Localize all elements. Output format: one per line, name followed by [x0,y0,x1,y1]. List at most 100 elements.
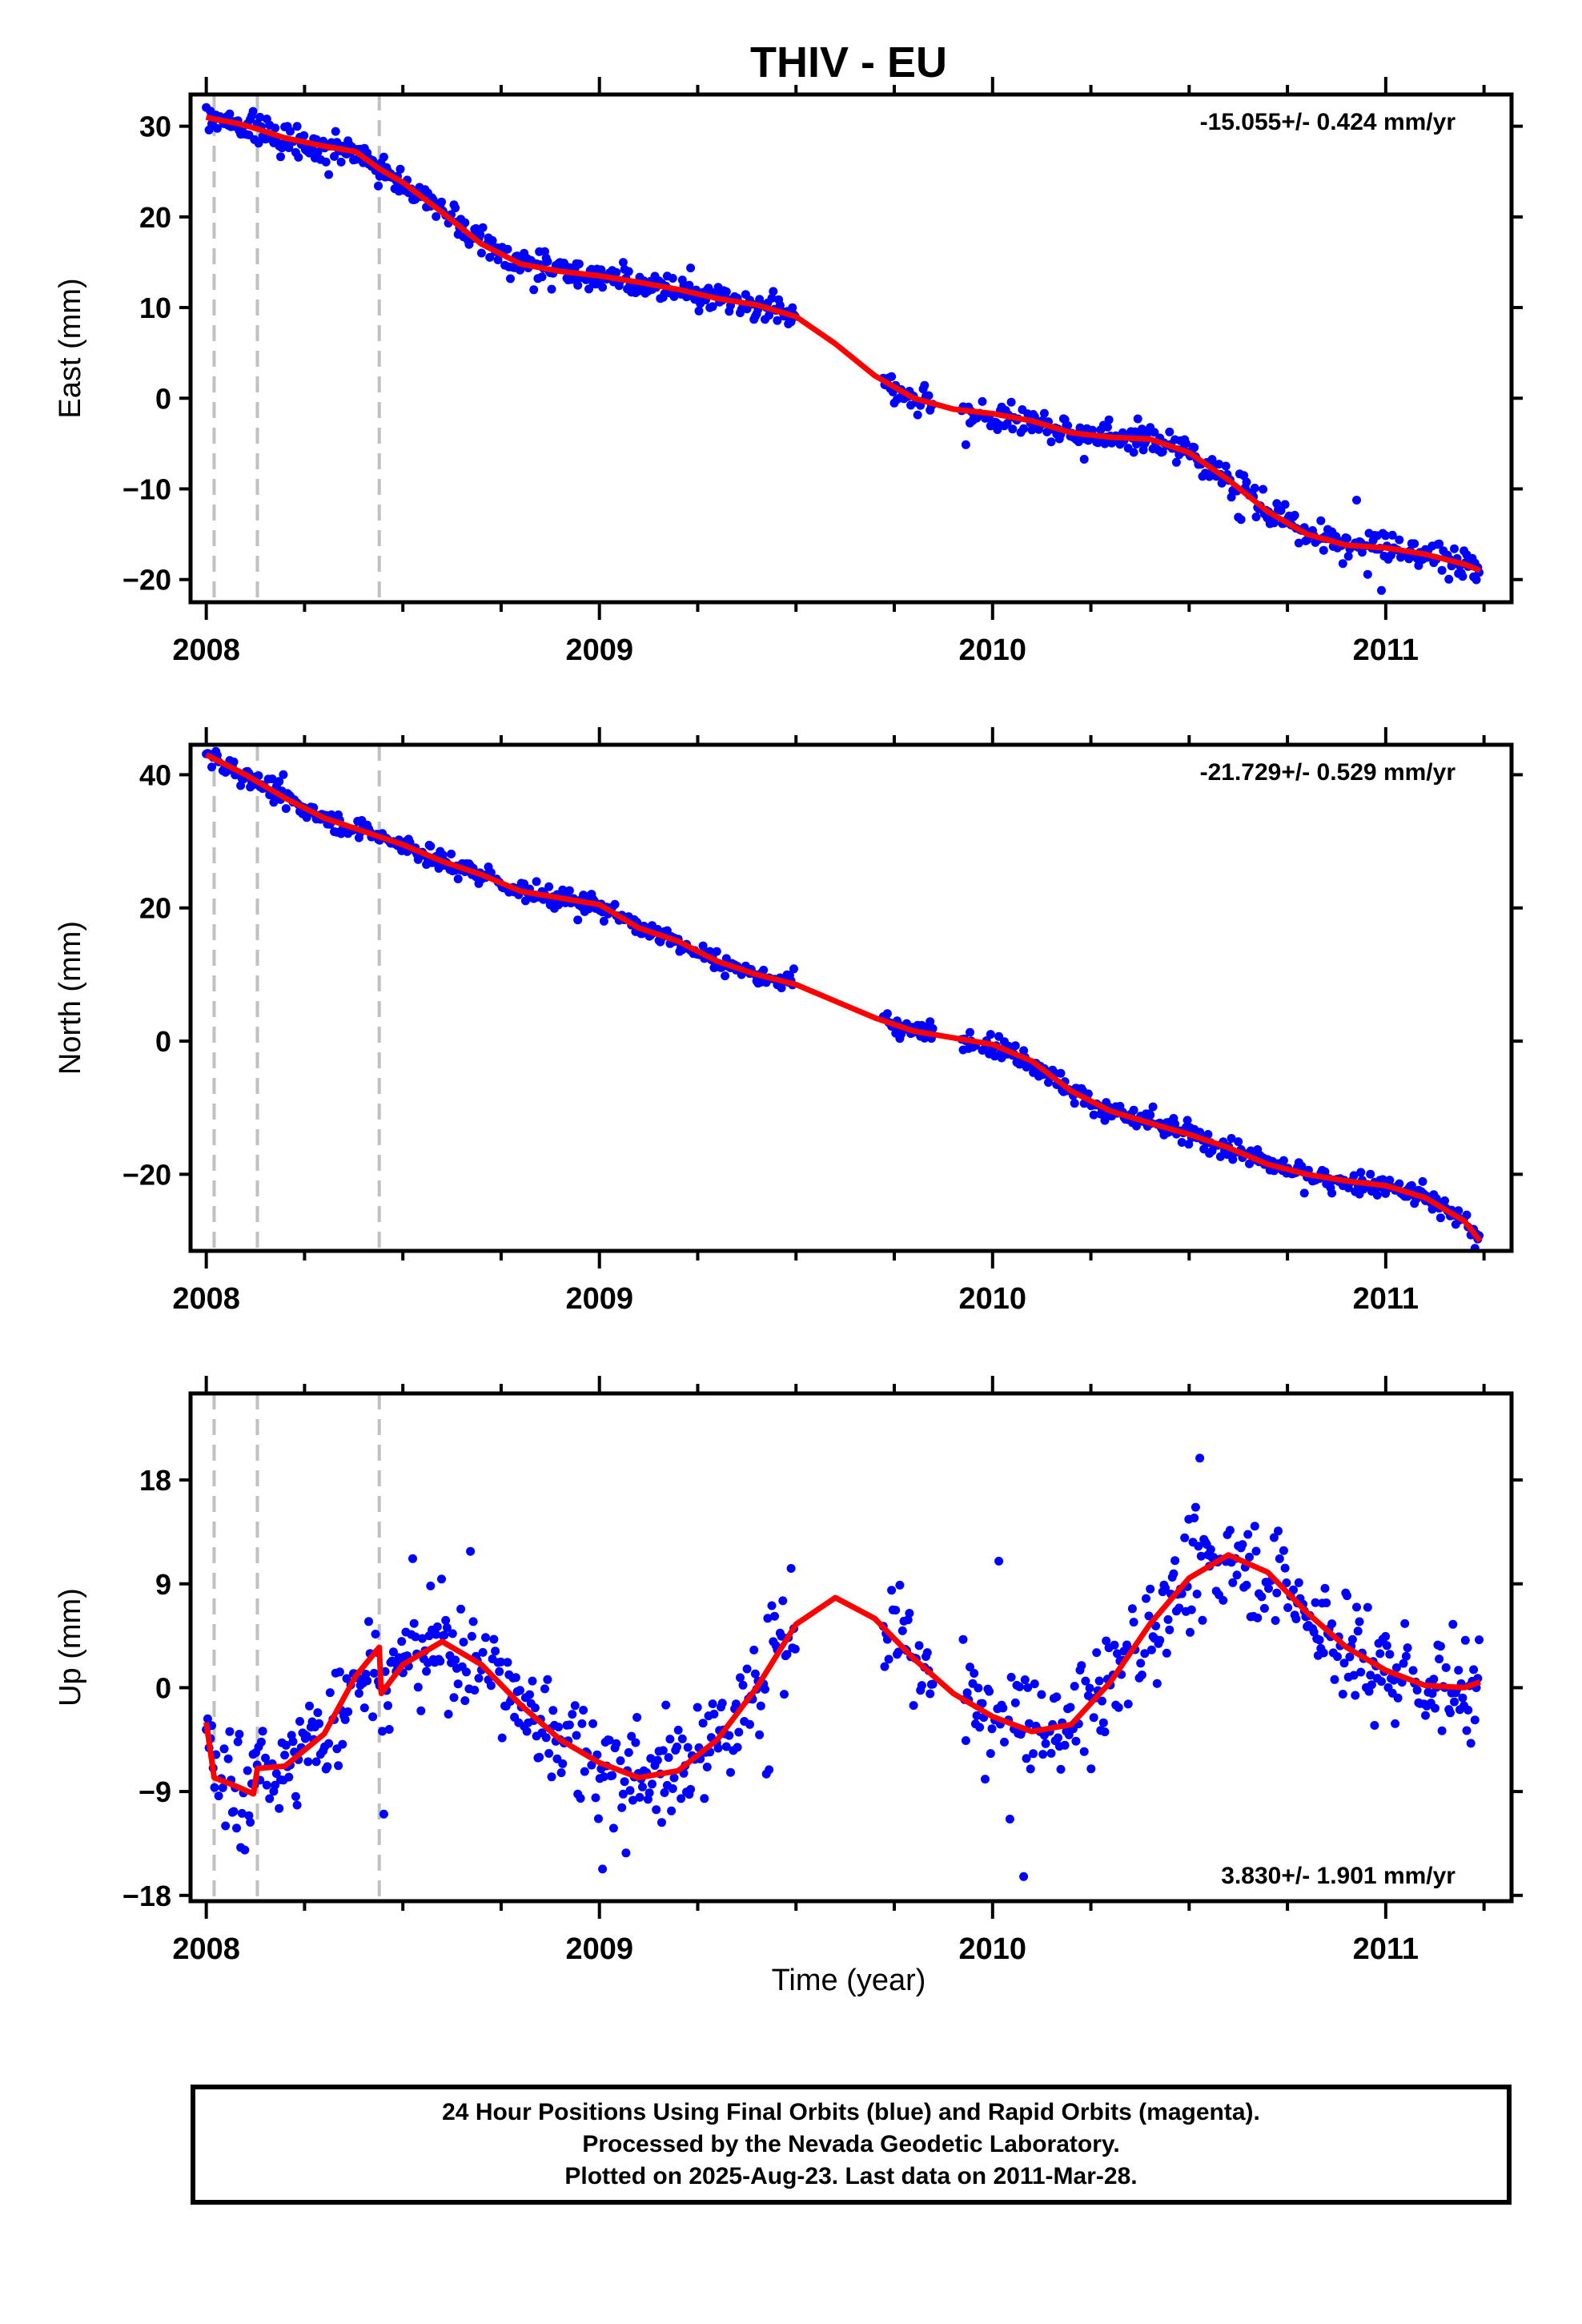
data-point [712,947,721,956]
data-point [371,1630,380,1638]
data-point [887,372,897,381]
data-point [1391,1663,1401,1672]
footer-line-3: Plotted on 2025-Aug-23. Last data on 201… [564,2163,1138,2189]
data-point [668,274,677,283]
data-point [790,1644,800,1654]
data-points [202,1454,1484,1881]
data-point [342,1674,351,1683]
data-point [895,1580,905,1590]
data-point [1269,1533,1279,1542]
data-point [612,1739,621,1748]
data-point [1343,552,1353,561]
data-point [1198,1615,1207,1625]
y-tick-label: 0 [155,1671,171,1704]
data-point [1377,1677,1386,1687]
data-point [694,306,704,316]
data-point [468,1617,478,1626]
data-point [1194,1542,1203,1551]
data-point [1228,1155,1238,1164]
data-point [731,1699,741,1709]
data-point [1228,1578,1238,1587]
data-point [364,1617,373,1626]
data-point [631,1738,640,1747]
data-point [978,396,987,406]
data-point [225,1727,235,1736]
data-point [1019,424,1029,433]
data-point [1377,585,1386,595]
panel-2: 40 20 0 −20 North (mm) 2008 2009 2010 2011 -21.72… [54,727,1523,1316]
data-point [632,1713,642,1722]
data-point [453,1679,463,1689]
data-point [627,1731,636,1741]
data-point [378,1727,387,1736]
data-point [1259,1603,1269,1613]
data-point [573,915,583,925]
data-point [1327,1619,1337,1629]
data-point [1315,1635,1324,1645]
data-point [541,1733,551,1743]
data-point [554,1723,564,1732]
data-point [721,287,731,296]
data-point [1309,1627,1319,1637]
data-point [221,1821,231,1831]
data-point [338,1739,347,1749]
data-point [1113,1649,1122,1659]
data-point [1215,460,1224,469]
data-point [1046,1748,1056,1758]
data-point [1264,1584,1273,1593]
data-point [426,842,436,851]
data-point [1219,1595,1228,1605]
data-point [1279,1546,1288,1555]
data-point [476,248,486,258]
data-point [673,1725,683,1735]
data-point [1092,1648,1102,1658]
data-point [624,1747,633,1757]
data-point [336,157,346,167]
data-point [596,265,606,275]
data-point [1475,1635,1484,1645]
data-point [276,152,285,162]
data-point [1227,1134,1236,1143]
x-tick-label: 2010 [959,1932,1027,1966]
data-point [1039,408,1049,418]
data-point [1129,1105,1138,1115]
data-point [738,1680,748,1690]
data-point [713,1743,723,1753]
data-point [922,1648,932,1658]
data-point [570,1701,580,1711]
data-point [256,1737,266,1747]
data-point [540,1684,549,1694]
data-point [1000,1737,1009,1747]
data-point [970,1669,979,1678]
data-point [460,218,470,227]
data-point [1102,422,1112,432]
data-point [1385,1176,1395,1185]
data-point [1161,1583,1170,1593]
data-point [1353,1626,1363,1636]
x-tick-label: 2008 [172,1932,240,1966]
data-point [485,252,495,262]
data-point [1251,513,1261,521]
data-point [1431,1703,1439,1713]
y-tick-label: −20 [122,1158,171,1191]
data-point [503,1658,512,1667]
data-point [893,1647,903,1657]
data-point [532,877,541,887]
data-point [359,1703,369,1713]
data-point [295,1717,304,1726]
data-point [628,1795,637,1805]
data-point [237,1808,247,1818]
data-point [225,109,235,119]
data-point [652,1805,661,1815]
data-point [1395,535,1404,545]
data-point [343,1707,353,1716]
data-point [1435,1655,1444,1664]
data-point [1393,1693,1403,1703]
data-point [506,274,515,283]
data-point [599,916,608,926]
data-point [1382,1641,1391,1651]
data-point [686,1784,696,1794]
data-point [887,1586,897,1595]
data-point [1399,1659,1408,1668]
